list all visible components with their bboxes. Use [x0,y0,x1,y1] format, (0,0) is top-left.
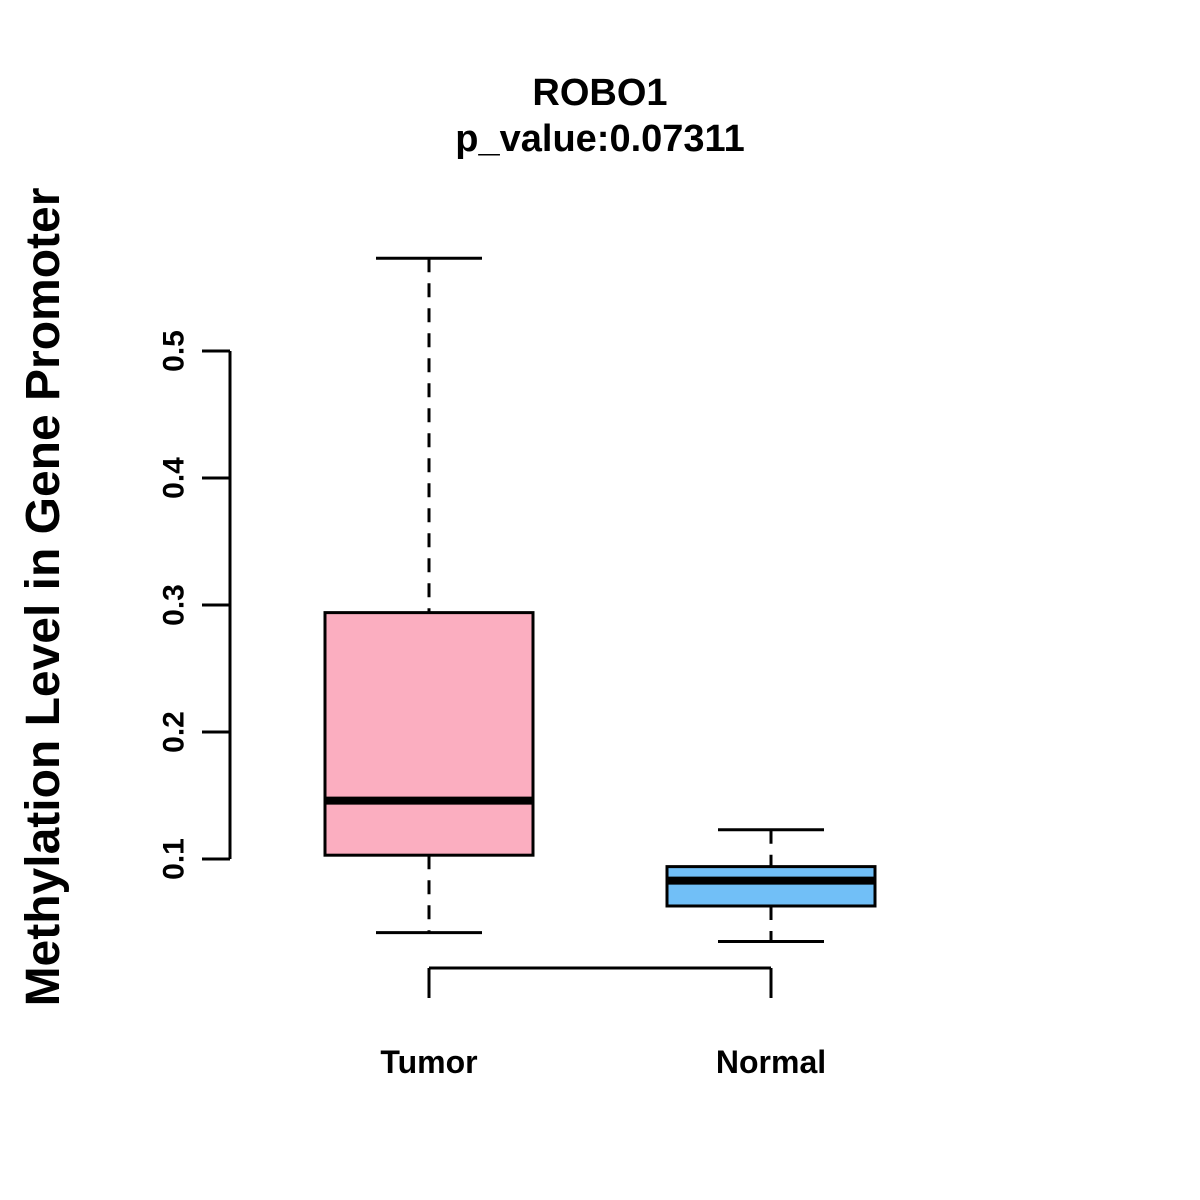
normal-box [665,865,877,908]
x-axis-label-tumor: Tumor [380,1044,477,1080]
tumor-box [323,611,535,857]
y-axis-tick-label: 0.2 [158,711,191,753]
y-axis-tick-label: 0.4 [158,457,191,499]
y-axis-tick-label: 0.5 [158,330,191,372]
y-axis-tick-label: 0.3 [158,584,191,626]
title-block: ROBO1 p_value:0.07311 [0,70,1200,162]
p-value-subtitle: p_value:0.07311 [455,118,745,160]
x-axis-label-normal: Normal [716,1044,826,1080]
y-axis-tick-label: 0.1 [158,838,191,880]
chart-title: ROBO1 [532,72,668,114]
